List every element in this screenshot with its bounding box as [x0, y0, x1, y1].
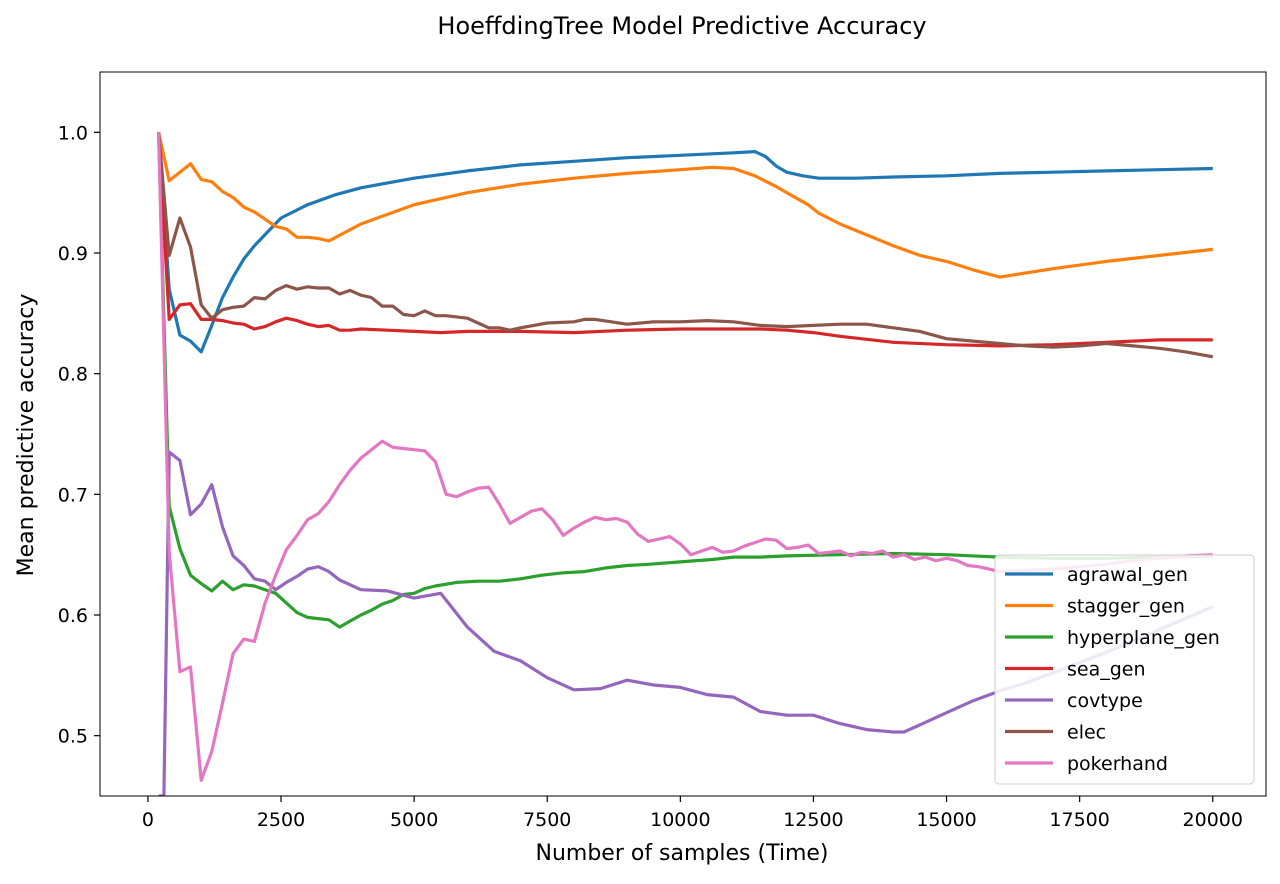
- y-tick-label: 0.5: [58, 726, 88, 748]
- legend-label-elec: elec: [1067, 722, 1106, 744]
- x-tick-label: 15000: [916, 809, 976, 831]
- series-line-covtype: [158, 450, 1214, 796]
- series-line-elec: [157, 132, 1214, 359]
- x-tick-label: 7500: [523, 809, 571, 831]
- series-line-pokerhand: [157, 132, 1213, 782]
- y-tick-label: 0.6: [58, 605, 88, 627]
- x-tick-label: 17500: [1049, 809, 1109, 831]
- x-tick-label: 20000: [1183, 809, 1243, 831]
- series-layer: [157, 131, 1214, 796]
- legend-box: [994, 554, 1255, 785]
- legend-label-sea-gen: sea_gen: [1067, 659, 1146, 681]
- x-tick-label: 10000: [650, 809, 710, 831]
- chart-title: HoeffdingTree Model Predictive Accuracy: [437, 12, 926, 40]
- y-axis-label: Mean predictive accuracy: [14, 294, 39, 577]
- legend-label-hyperplane-gen: hyperplane_gen: [1067, 627, 1220, 649]
- series-line-hyperplane-gen: [157, 132, 1213, 629]
- legend-label-pokerhand: pokerhand: [1067, 753, 1168, 775]
- legend-label-stagger-gen: stagger_gen: [1067, 596, 1185, 618]
- y-tick-label: 1.0: [58, 122, 88, 144]
- x-tick-label: 2500: [257, 809, 305, 831]
- y-axis: 0.5 0.6 0.7 0.8 0.9 1.0: [58, 122, 100, 748]
- legend: agrawal_gen stagger_gen hyperplane_gen sea_…: [994, 554, 1255, 785]
- x-tick-label: 5000: [390, 809, 438, 831]
- y-tick-label: 0.8: [58, 364, 88, 386]
- legend-label-agrawal-gen: agrawal_gen: [1067, 564, 1188, 586]
- y-tick-label: 0.7: [58, 484, 88, 506]
- legend-label-covtype: covtype: [1067, 690, 1143, 712]
- y-tick-label: 0.9: [58, 243, 88, 265]
- x-axis-label: Number of samples (Time): [535, 841, 828, 866]
- x-axis: 0 2500 5000 7500 10000 12500 15000 17500 20000: [142, 796, 1243, 831]
- series-line-stagger-gen: [157, 131, 1213, 279]
- series-line-sea-gen: [157, 132, 1213, 348]
- plot-frame: [99, 71, 1267, 797]
- x-tick-label: 12500: [783, 809, 843, 831]
- series-line-agrawal-gen: [157, 132, 1213, 354]
- x-tick-label: 0: [142, 809, 154, 831]
